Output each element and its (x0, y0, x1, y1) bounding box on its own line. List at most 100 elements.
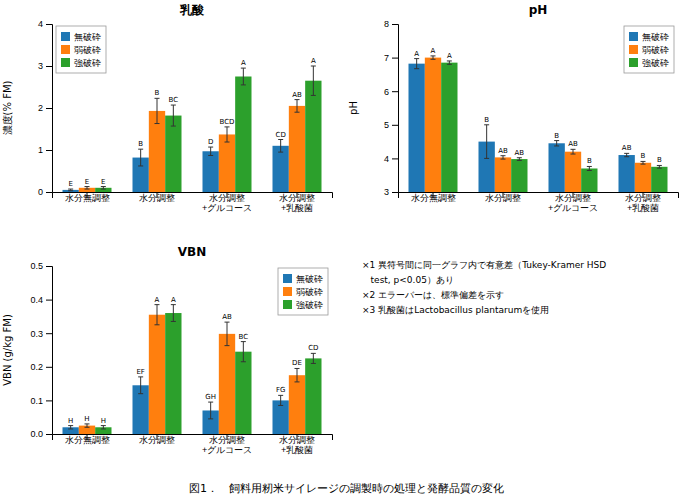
error-bar (657, 165, 662, 168)
bar-letter: CD (308, 344, 318, 352)
error-bar-cap (295, 381, 300, 382)
error-bar (554, 141, 559, 146)
bar (409, 64, 425, 192)
chart-title: 乳酸 (179, 3, 205, 17)
error-bar-cap (414, 68, 419, 69)
y-tick-mark (392, 91, 398, 92)
x-tick-label: 水分無調整 (65, 193, 110, 203)
error-bar (171, 105, 176, 126)
y-tick-label: 3 (38, 61, 43, 71)
bar-letter: B (484, 116, 489, 124)
bar-letter: BC (239, 333, 249, 341)
bar (203, 151, 219, 192)
y-tick: 3 (38, 61, 52, 71)
error-bar-stem (210, 402, 211, 419)
error-bar-cap (554, 145, 559, 146)
y-tick: 0.2 (30, 362, 52, 372)
error-bar-cap (241, 341, 246, 342)
error-bar-cap (85, 427, 90, 428)
error-bar (68, 426, 73, 429)
bar-letter: B (587, 157, 592, 165)
error-bar-cap (414, 58, 419, 59)
y-tick-mark (46, 108, 52, 109)
legend: 無破砕弱破砕強破砕 (278, 268, 328, 315)
plot-area (63, 305, 322, 434)
bar (63, 190, 79, 192)
error-bar (431, 56, 436, 59)
error-bar (587, 166, 592, 170)
error-bar-cap (278, 152, 283, 153)
bar-letter: A (414, 50, 419, 58)
error-bar-stem (486, 125, 487, 159)
y-tick-mark (392, 192, 398, 193)
error-bar-stem (157, 305, 158, 325)
error-bar (501, 156, 506, 159)
bar (273, 146, 289, 192)
y-axis-line (392, 25, 399, 193)
bar (305, 81, 321, 192)
error-bar (241, 68, 246, 85)
error-bar-cap (641, 161, 646, 162)
y-axis-title: pH (348, 101, 359, 115)
footnote: test, p<0.05）あり (362, 275, 454, 285)
y-tick-mark (392, 58, 398, 59)
y-tick-label: 2 (38, 103, 43, 113)
error-bar-cap (155, 304, 160, 305)
bar (425, 58, 441, 192)
y-tick: 0.1 (30, 396, 52, 406)
error-bar-cap (101, 189, 106, 190)
error-bar-cap (447, 60, 452, 61)
error-bar-stem (140, 149, 141, 166)
plot-area (409, 56, 668, 192)
legend-swatch (629, 32, 638, 41)
y-tick-mark (46, 66, 52, 67)
error-bar (517, 158, 522, 161)
error-bar-cap (171, 321, 176, 322)
legend-swatch (283, 274, 292, 283)
error-bar-cap (278, 395, 283, 396)
x-tick: 水分調整+グルコース (548, 192, 598, 213)
y-tick-label: 4 (384, 154, 389, 164)
error-bar-stem (243, 342, 244, 362)
error-bar-stem (173, 305, 174, 322)
bar-letters: EBDCDEBBCDABEBCAA (68, 57, 315, 188)
error-bar-stem (449, 61, 450, 64)
error-bar-cap (447, 64, 452, 65)
y-axis-title: VBN (g/kg FM) (2, 314, 13, 386)
legend-item: 強破砕 (629, 58, 669, 68)
x-tick: 水分無調整 (65, 192, 110, 203)
y-tick-mark (46, 300, 52, 301)
bar-letter: AB (222, 313, 232, 321)
footnote: ×1 異符号間に同一グラフ内で有意差（Tukey-Kramer HSD (362, 260, 606, 270)
bar-letter: BCD (220, 118, 235, 126)
bar-series (409, 59, 635, 192)
error-bar-cap (241, 84, 246, 85)
bar-letter: E (101, 178, 105, 186)
error-bar-cap (85, 186, 90, 187)
y-tick-mark (392, 24, 398, 25)
bar (635, 163, 651, 192)
legend-item: 無破砕 (629, 32, 669, 42)
x-tick: 水分無調整 (411, 192, 456, 203)
x-tick: 水分無調整 (65, 434, 110, 445)
bar-series (441, 61, 667, 192)
y-tick-label: 0 (38, 187, 43, 197)
y-tick: 1 (38, 145, 52, 155)
error-bar-cap (85, 423, 90, 424)
y-axis: 0.00.10.20.30.40.5 (30, 261, 52, 439)
error-bar-cap (138, 393, 143, 394)
error-bar-cap (517, 160, 522, 161)
error-bar-stem (157, 98, 158, 123)
bar (441, 63, 457, 192)
error-bar (484, 125, 489, 159)
error-bar-cap (208, 155, 213, 156)
legend-label: 無破砕 (296, 274, 323, 284)
error-bar (624, 153, 629, 156)
y-tick: 0.0 (30, 429, 52, 439)
error-bar-cap (431, 59, 436, 60)
y-tick-label: 0.3 (30, 329, 43, 339)
error-bar (101, 187, 106, 190)
legend-frame (624, 26, 674, 73)
bar-series (95, 305, 321, 434)
legend: 無破砕弱破砕強破砕 (56, 26, 106, 73)
